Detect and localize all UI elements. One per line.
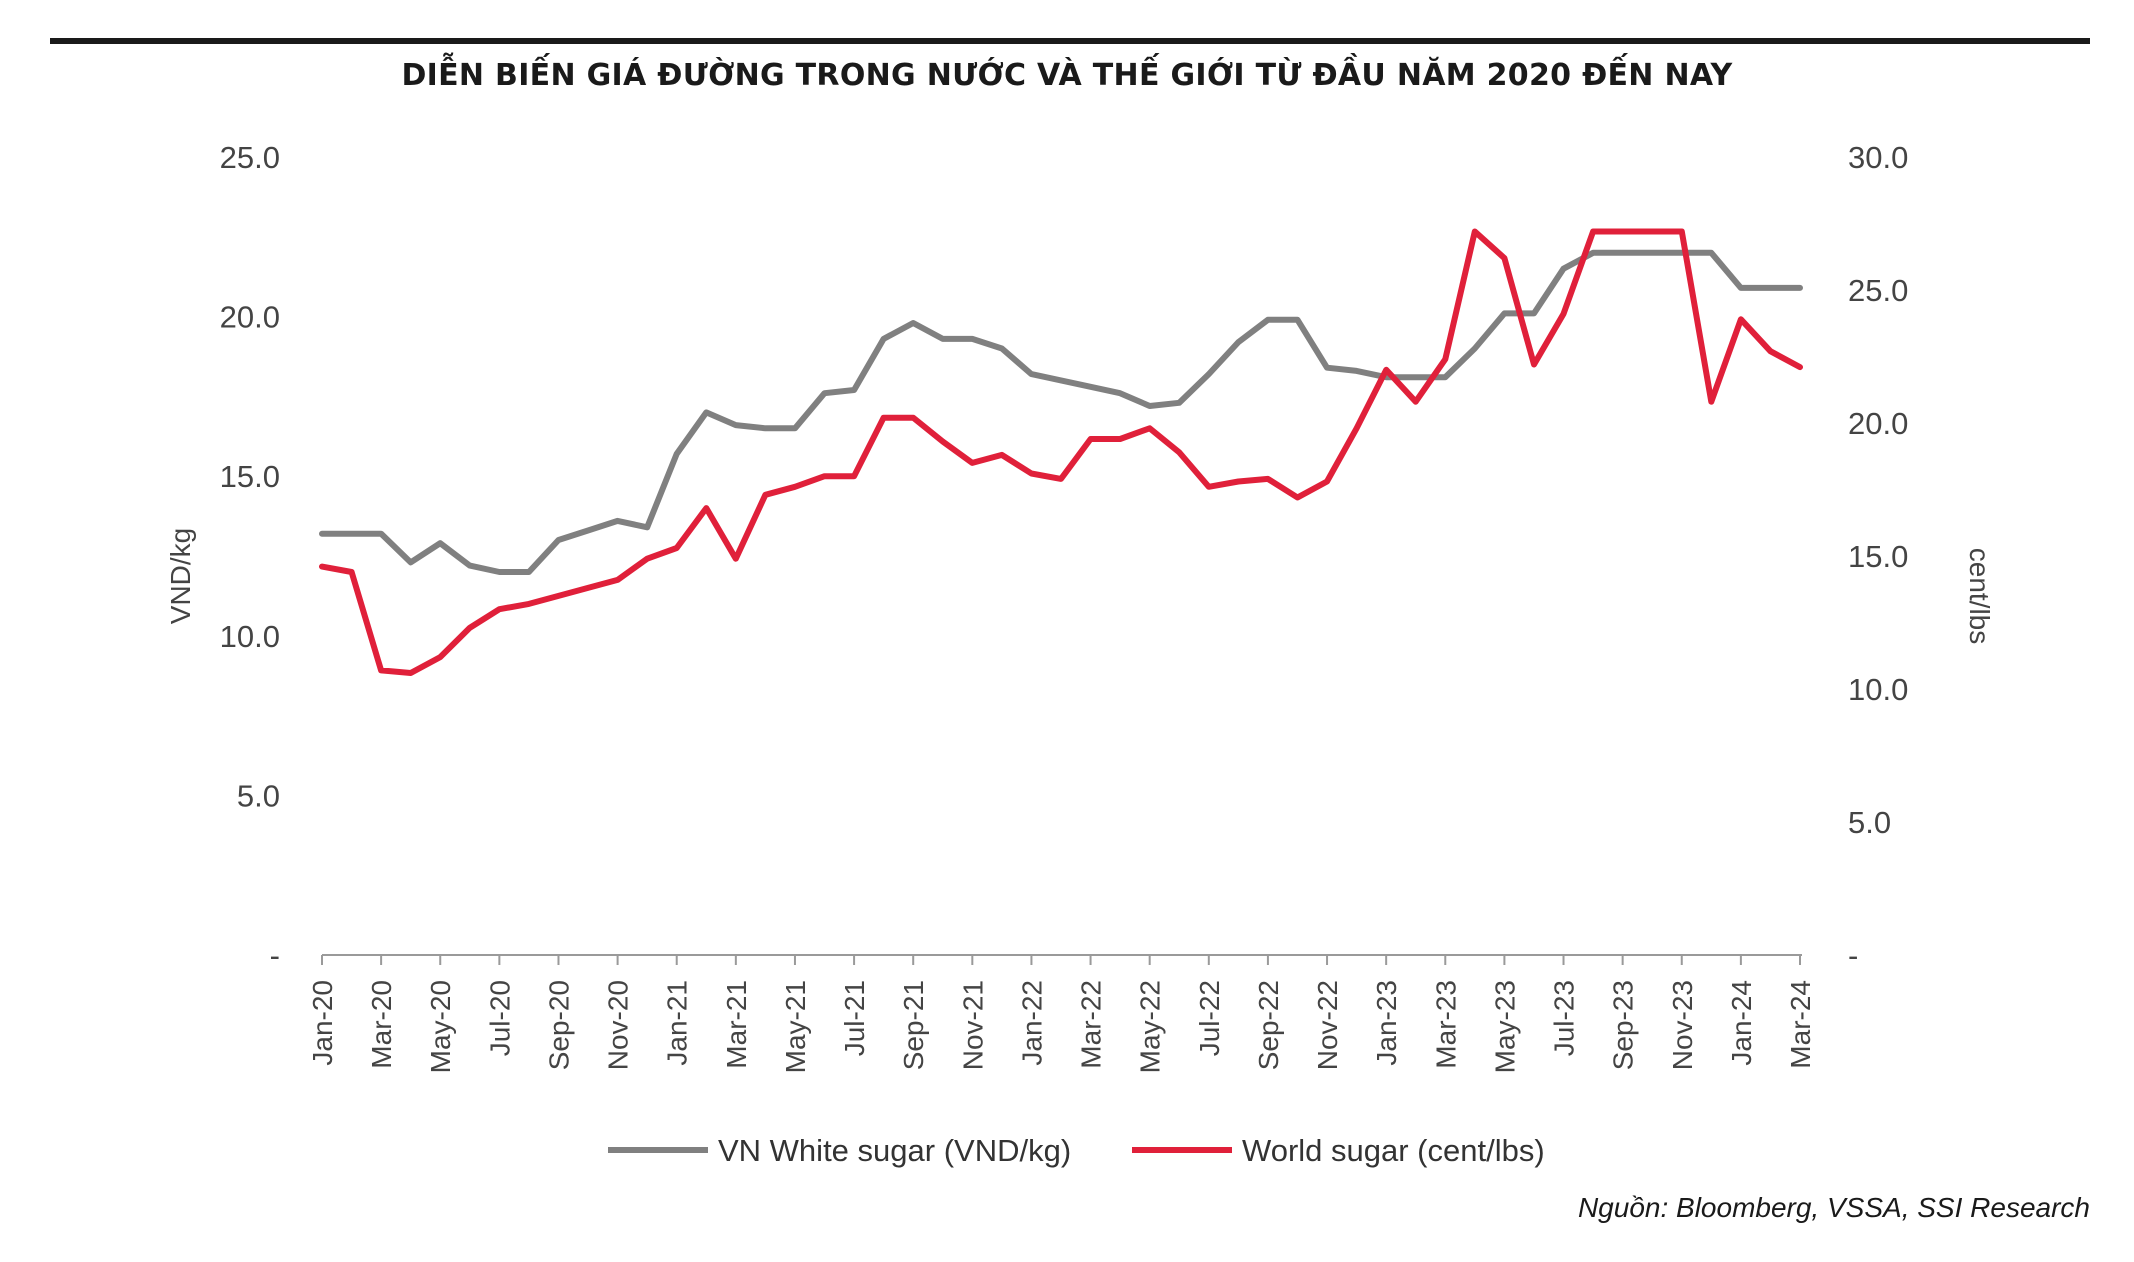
chart-title: DIỄN BIẾN GIÁ ĐƯỜNG TRONG NƯỚC VÀ THẾ GI… <box>401 58 1733 93</box>
y-right-tick-label: 5.0 <box>1848 805 1891 840</box>
x-tick-label: Sep-20 <box>543 980 574 1070</box>
x-tick-label: Jul-23 <box>1549 980 1580 1056</box>
x-tick-label: Mar-21 <box>721 980 752 1069</box>
x-tick-label: Nov-22 <box>1312 980 1343 1070</box>
x-tick-label: Jan-24 <box>1726 980 1757 1066</box>
x-tick-label: Nov-20 <box>603 980 634 1070</box>
y-left-axis-title: VND/kg <box>165 528 196 624</box>
series-layer <box>319 228 1803 676</box>
x-tick-label: Mar-20 <box>366 980 397 1069</box>
y-right-tick-label: - <box>1848 938 1858 973</box>
y-left-tick-label: 20.0 <box>220 300 280 335</box>
y-right-tick-label: 30.0 <box>1848 140 1908 175</box>
x-tick-label: Jan-20 <box>307 980 338 1066</box>
legend-label-vn-white-sugar: VN White sugar (VND/kg) <box>718 1133 1071 1168</box>
x-tick-label: Nov-21 <box>957 980 988 1070</box>
x-tick-label: May-22 <box>1135 980 1166 1073</box>
y-left-tick-label: - <box>270 938 280 973</box>
legend: VN White sugar (VND/kg) World sugar (cent… <box>608 1133 1545 1168</box>
y-right-tick-label: 25.0 <box>1848 273 1908 308</box>
legend-label-world-sugar: World sugar (cent/lbs) <box>1242 1133 1545 1168</box>
top-rule <box>50 38 2090 44</box>
x-tick-label: May-21 <box>780 980 811 1073</box>
y-right-tick-label: 15.0 <box>1848 539 1908 574</box>
y-left-tick-label: 10.0 <box>220 619 280 654</box>
x-tick-label: Jan-21 <box>662 980 693 1066</box>
x-tick-label: Nov-23 <box>1667 980 1698 1070</box>
y-left-tick-label: 5.0 <box>237 778 280 813</box>
y-right-tick-label: 20.0 <box>1848 406 1908 441</box>
source-note: Nguồn: Bloomberg, VSSA, SSI Research <box>1577 1192 2090 1223</box>
x-tick-label: Jul-20 <box>484 980 515 1056</box>
y-left-tick-label: 15.0 <box>220 459 280 494</box>
x-tick-label: Jul-22 <box>1194 980 1225 1056</box>
x-tick-label: May-23 <box>1489 980 1520 1073</box>
y-right-axis-title: cent/lbs <box>1964 548 1995 645</box>
series-line-vn-white-sugar <box>319 249 1803 575</box>
y-right-tick-label: 10.0 <box>1848 672 1908 707</box>
x-tick-label: Mar-23 <box>1430 980 1461 1069</box>
x-tick-label: May-20 <box>425 980 456 1073</box>
x-tick-label: Mar-22 <box>1076 980 1107 1069</box>
x-tick-label: Mar-24 <box>1785 980 1816 1069</box>
x-tick-label: Sep-22 <box>1253 980 1284 1070</box>
x-tick-label: Jan-23 <box>1371 980 1402 1066</box>
x-tick-label: Jul-21 <box>839 980 870 1056</box>
x-tick-label: Sep-23 <box>1608 980 1639 1070</box>
axes: - 5.0 10.0 15.0 20.0 25.0 - 5.0 10.0 15.0 20.0 25.0… <box>165 140 1995 1073</box>
series-line-world-sugar <box>319 228 1803 676</box>
x-tick-label: Sep-21 <box>898 980 929 1070</box>
y-left-tick-label: 25.0 <box>220 140 280 175</box>
x-tick-label: Jan-22 <box>1016 980 1047 1066</box>
